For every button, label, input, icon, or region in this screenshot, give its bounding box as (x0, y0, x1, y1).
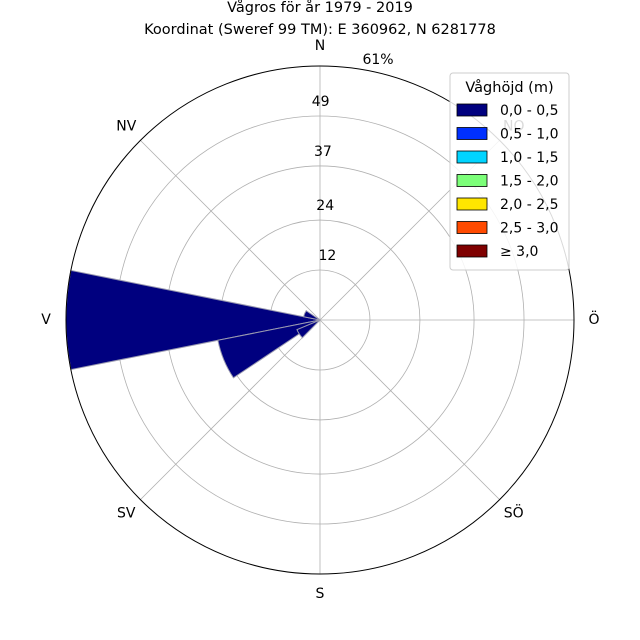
ring-label-49: 49 (312, 94, 330, 110)
direction-label-NV: NV (116, 118, 136, 134)
polar-outer-boundary (65, 65, 575, 575)
ring-label-24: 24 (316, 198, 334, 214)
ring-label-max: 61% (362, 52, 393, 68)
legend-label-0: 0,0 - 0,5 (500, 103, 558, 119)
direction-label-Ö: Ö (588, 310, 599, 328)
legend-label-1: 0,5 - 1,0 (500, 127, 558, 143)
legend-swatch-6 (456, 244, 488, 258)
radial-tick-labels: 12 24 37 49 61% (312, 52, 394, 264)
legend-label-5: 2,5 - 3,0 (500, 221, 558, 237)
legend-label-2: 1,0 - 1,5 (500, 150, 558, 166)
direction-label-SV: SV (117, 506, 136, 522)
spoke-SV (140, 319, 321, 500)
sector-bar-1 (217, 319, 321, 379)
sector-bar-2 (303, 310, 321, 321)
sector-bars (65, 269, 321, 379)
chart-subtitle: Koordinat (Sweref 99 TM): E 360962, N 62… (144, 22, 496, 38)
direction-label-N: N (315, 38, 325, 54)
ring-label-37: 37 (314, 144, 332, 160)
legend-title: Våghöjd (m) (465, 79, 553, 96)
chart-title: Vågros för år 1979 - 2019 (227, 0, 413, 16)
legend-label-4: 2,0 - 2,5 (500, 197, 558, 213)
polar-grid (66, 66, 574, 574)
spoke-SÖ (319, 319, 500, 500)
spoke-NV (140, 140, 321, 321)
legend-swatch-3 (456, 174, 488, 187)
direction-label-SÖ: SÖ (504, 504, 524, 522)
legend-label-6: ≥ 3,0 (500, 244, 538, 260)
sector-bar-0 (65, 269, 321, 371)
direction-label-S: S (316, 586, 325, 602)
legend-swatch-5 (456, 221, 488, 234)
sector-bar-3 (296, 319, 321, 339)
ring-label-12: 12 (318, 248, 336, 264)
legend-frame (449, 72, 570, 271)
legend-swatch-2 (456, 150, 488, 164)
direction-label-V: V (41, 312, 51, 328)
legend: Våghöjd (m) 0,0 - 0,5 0,5 - 1,0 1,0 - 1,5 1… (449, 72, 570, 271)
legend-swatch-4 (456, 197, 488, 211)
legend-swatch-0 (456, 103, 488, 117)
legend-label-3: 1,5 - 2,0 (500, 174, 558, 190)
legend-swatch-1 (456, 127, 488, 140)
